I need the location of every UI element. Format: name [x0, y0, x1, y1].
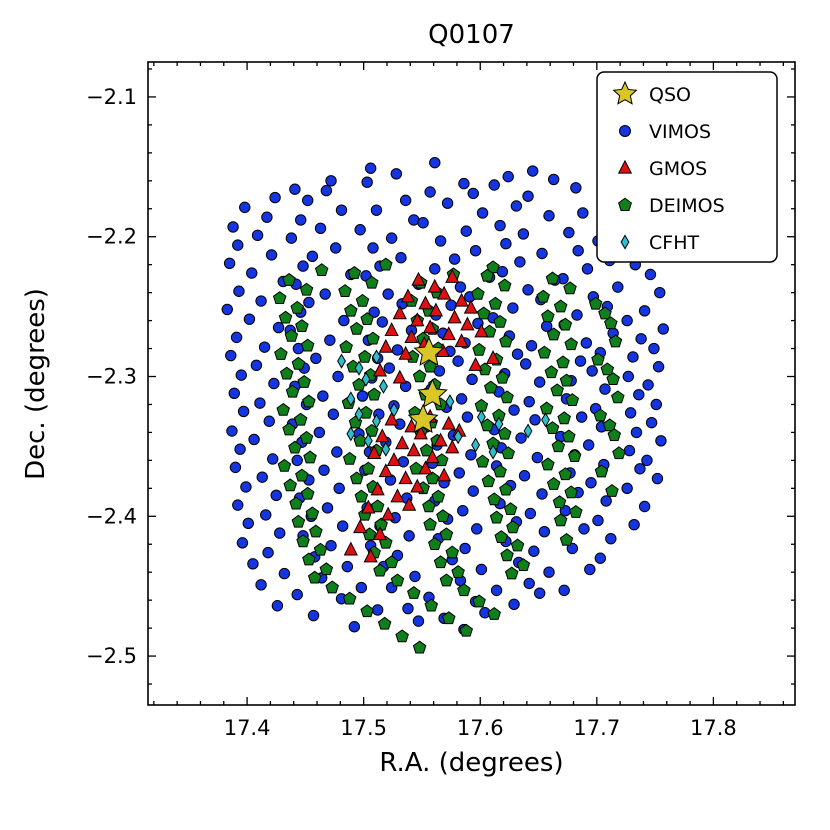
legend-label-vimos: VIMOS — [649, 121, 711, 143]
svg-text:17.5: 17.5 — [340, 716, 387, 740]
svg-text:−2.4: −2.4 — [86, 504, 137, 528]
axis-ticks — [148, 62, 795, 705]
svg-text:17.8: 17.8 — [690, 716, 737, 740]
series-qso — [407, 336, 448, 433]
legend-label-deimos: DEIMOS — [649, 195, 725, 217]
svg-text:−2.1: −2.1 — [86, 85, 137, 109]
legend-label-gmos: GMOS — [649, 158, 707, 180]
svg-text:17.4: 17.4 — [224, 716, 271, 740]
legend-label-cfht: CFHT — [649, 232, 699, 254]
legend-label-qso: QSO — [649, 84, 691, 106]
legend: QSO VIMOS GMOS DEIMOS CFHT — [596, 71, 778, 263]
y-axis-label: Dec. (degrees) — [21, 288, 51, 480]
x-axis-label: R.A. (degrees) — [379, 748, 564, 778]
svg-text:17.7: 17.7 — [573, 716, 620, 740]
svg-text:−2.5: −2.5 — [86, 644, 137, 668]
svg-text:−2.2: −2.2 — [86, 225, 137, 249]
chart-title: Q0107 — [428, 20, 515, 50]
svg-text:17.6: 17.6 — [457, 716, 504, 740]
tick-labels: 17.4 17.5 17.6 17.7 17.8 −2.1 −2.2 −2.3 −2.4 −2.5 — [86, 85, 737, 740]
svg-text:−2.3: −2.3 — [86, 365, 137, 389]
